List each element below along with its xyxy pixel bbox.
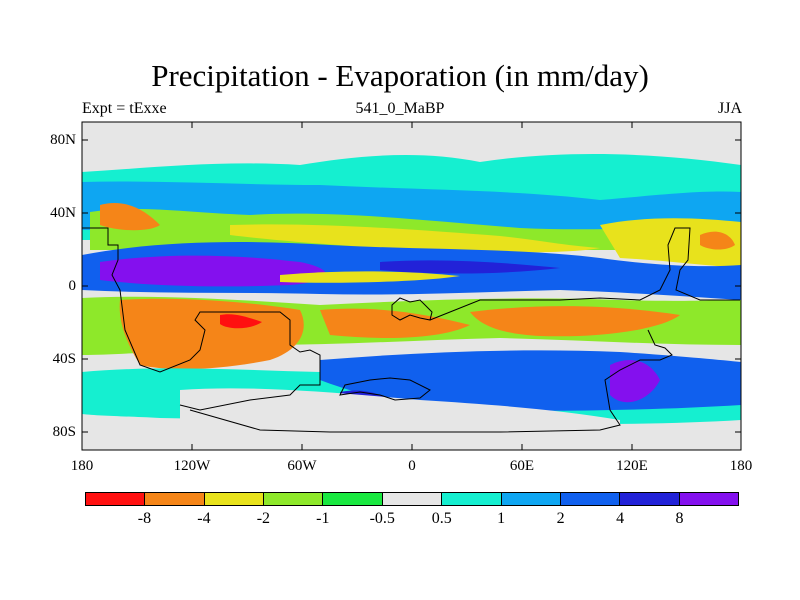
colorbar-label: 2 (556, 510, 565, 527)
lat-label: 80N (50, 132, 76, 148)
colorbar-label: -8 (137, 510, 152, 527)
coastline-west-continent (82, 227, 321, 411)
lat-label: 40N (50, 205, 76, 221)
map-field (82, 122, 741, 450)
lon-label: 60E (509, 458, 535, 474)
field-dry-atlantic (320, 308, 470, 338)
field-dry-spot-west (100, 202, 160, 231)
coastline-island-center (391, 297, 433, 321)
colorbar-box (323, 493, 383, 505)
field-neutral-antarctica (180, 388, 620, 450)
colorbar-box (442, 493, 502, 505)
field-wet-core-east (380, 260, 560, 274)
lon-label: 120W (173, 458, 211, 474)
colorbar-label: 8 (675, 510, 684, 527)
colorbar-label: 0.5 (431, 510, 452, 527)
lon-label: 120E (616, 458, 648, 474)
colorbar-label: -2 (256, 510, 271, 527)
coastlines (82, 227, 740, 433)
field-wet-core-west (100, 255, 326, 287)
coastline-southern-continent (189, 329, 673, 433)
field-wet-south-core (610, 360, 660, 403)
field-dry-equatorial (280, 271, 460, 283)
field-dry-asia (600, 218, 741, 268)
lon-label: 180 (729, 458, 753, 474)
lat-label: 40S (52, 351, 76, 367)
field-dry-spot-east (700, 231, 735, 250)
colorbar-label: -1 (316, 510, 330, 527)
lat-label: 0 (68, 278, 77, 294)
colorbar-label: 4 (616, 510, 625, 527)
coastline-south-island (339, 377, 431, 401)
lon-label: 180 (70, 458, 94, 474)
colorbar-box (264, 493, 324, 505)
colorbar-box (679, 493, 738, 505)
map-title: Precipitation - Evaporation (in mm/day) (151, 58, 649, 93)
field-very-dry-spot (220, 314, 262, 329)
field-dry-indian (470, 306, 680, 337)
coastline-east-continent (429, 227, 740, 321)
colorbar-box (382, 493, 443, 505)
lon-label: 60W (287, 458, 317, 474)
season-label: JJA (717, 100, 742, 117)
time-label: 541_0_MaBP (355, 100, 445, 117)
colorbar-box (501, 493, 561, 505)
colorbar-box (560, 493, 621, 505)
colorbar (85, 492, 739, 506)
colorbar-label: -4 (197, 510, 211, 527)
field-dry-yellow-north (230, 224, 600, 253)
colorbar-box (620, 493, 680, 505)
colorbar-box (86, 493, 146, 505)
colorbar-label: -0.5 (369, 510, 395, 527)
lat-label: 80S (52, 424, 76, 440)
colorbar-box (204, 493, 265, 505)
lat-ticks (82, 139, 741, 433)
lon-ticks (81, 122, 742, 450)
colorbar-box (145, 493, 205, 505)
colorbar-label: 1 (497, 510, 506, 527)
field-dry-north (90, 208, 741, 250)
experiment-label: Expt = tExxe (82, 100, 167, 117)
lon-label: 0 (408, 458, 416, 474)
field-dry-south-america (119, 298, 304, 370)
